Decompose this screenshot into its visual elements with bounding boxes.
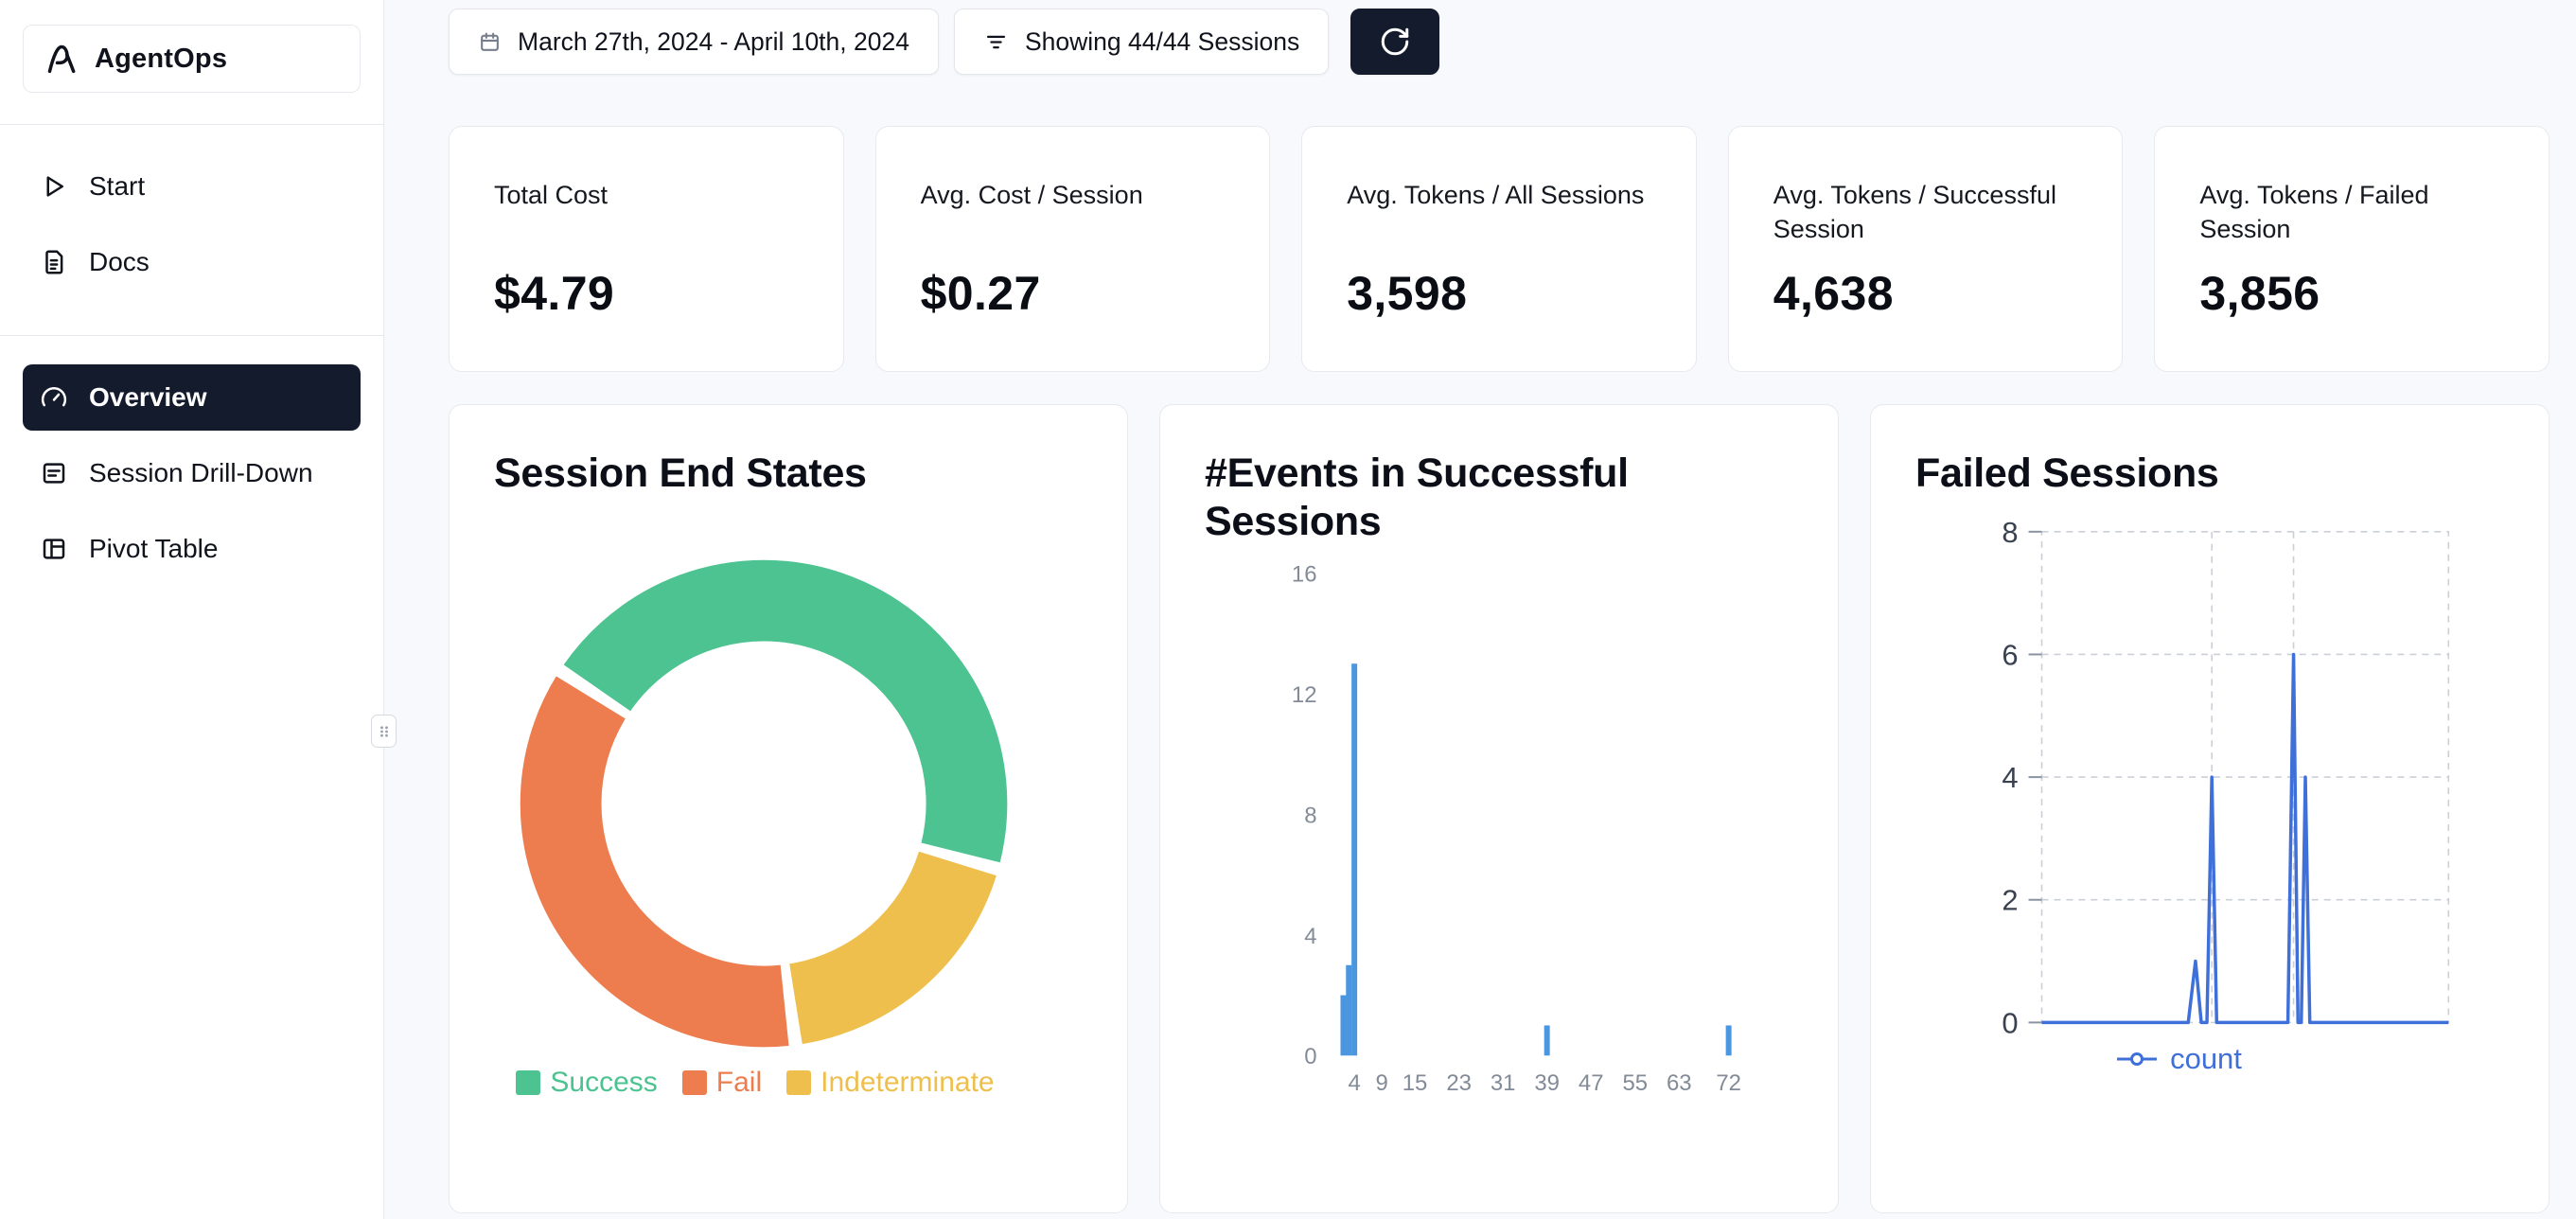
date-range-button[interactable]: March 27th, 2024 - April 10th, 2024 bbox=[449, 9, 939, 75]
sidebar-item-label: Docs bbox=[89, 247, 150, 276]
refresh-button[interactable] bbox=[1350, 9, 1440, 75]
svg-text:72: 72 bbox=[1716, 1070, 1741, 1096]
failed-sessions-card: Failed Sessions 0 2 4 6 8 count bbox=[1870, 404, 2550, 1213]
stat-label: Total Cost bbox=[494, 181, 609, 209]
sidebar-resize-handle[interactable] bbox=[371, 715, 397, 748]
sessions-filter-label: Showing 44/44 Sessions bbox=[1024, 26, 1300, 56]
events-histogram-card: #Events in Successful Sessions 0 4 8 12 16 4 9… bbox=[1159, 404, 1839, 1213]
topbar: March 27th, 2024 - April 10th, 2024 Show… bbox=[449, 9, 2550, 75]
sidebar-item-docs[interactable]: Docs bbox=[23, 229, 361, 295]
legend-swatch-icon bbox=[786, 1070, 812, 1095]
stat-card-avg-tokens-all: Avg. Tokens / All Sessions 3,598 bbox=[1301, 126, 1697, 372]
svg-text:2: 2 bbox=[2002, 884, 2018, 917]
session-end-states-donut-chart bbox=[520, 559, 1008, 1048]
stat-card-avg-tokens-successful: Avg. Tokens / Successful Session 4,638 bbox=[1727, 126, 2124, 372]
sessions-filter-button[interactable]: Showing 44/44 Sessions bbox=[953, 9, 1330, 75]
sidebar-item-label: Start bbox=[89, 171, 146, 201]
stat-value: 3,598 bbox=[1347, 267, 1468, 320]
svg-text:55: 55 bbox=[1622, 1070, 1648, 1096]
calendar-icon bbox=[481, 32, 499, 51]
svg-text:15: 15 bbox=[1403, 1070, 1428, 1096]
session-list-icon bbox=[43, 463, 65, 484]
stat-value: $4.79 bbox=[494, 267, 615, 320]
failed-sessions-line-chart: 0 2 4 6 8 bbox=[2002, 516, 2450, 1039]
svg-text:47: 47 bbox=[1579, 1070, 1604, 1096]
stat-label: Avg. Cost / Session bbox=[920, 181, 1143, 209]
sidebar-item-label: Overview bbox=[89, 382, 207, 412]
svg-text:0: 0 bbox=[2002, 1006, 2018, 1039]
gauge-icon bbox=[41, 387, 67, 407]
donut-legend-item[interactable]: Success bbox=[516, 1067, 658, 1099]
main-content: March 27th, 2024 - April 10th, 2024 Show… bbox=[384, 0, 2576, 1219]
refresh-icon bbox=[1381, 27, 1409, 56]
svg-text:39: 39 bbox=[1534, 1070, 1560, 1096]
count-legend-marker-icon bbox=[2117, 1052, 2158, 1066]
svg-text:23: 23 bbox=[1446, 1070, 1472, 1096]
stat-card-total-cost: Total Cost $4.79 bbox=[449, 126, 844, 372]
sidebar-item-overview[interactable]: Overview bbox=[23, 364, 361, 431]
stat-value: $0.27 bbox=[920, 267, 1041, 320]
svg-text:4: 4 bbox=[1304, 924, 1316, 949]
legend-swatch-icon bbox=[516, 1070, 541, 1095]
stat-label: Avg. Tokens / All Sessions bbox=[1347, 181, 1645, 209]
play-icon bbox=[46, 176, 63, 197]
docs-icon bbox=[45, 250, 63, 274]
count-legend[interactable]: count bbox=[1871, 1042, 2486, 1076]
logo-text: AgentOps bbox=[95, 43, 228, 74]
stat-value: 4,638 bbox=[1773, 267, 1894, 320]
donut-legend: Success Fail Indeterminate bbox=[450, 1066, 1061, 1100]
svg-text:16: 16 bbox=[1292, 562, 1317, 588]
svg-text:31: 31 bbox=[1491, 1070, 1516, 1096]
svg-text:12: 12 bbox=[1292, 682, 1317, 708]
stat-label: Avg. Tokens / Successful Session bbox=[1773, 181, 2056, 244]
legend-label: Fail bbox=[715, 1067, 763, 1098]
chart-title: Session End States bbox=[494, 450, 867, 496]
svg-text:4: 4 bbox=[2002, 761, 2018, 794]
chart-title: Failed Sessions bbox=[1915, 450, 2219, 496]
sidebar-item-label: Pivot Table bbox=[89, 534, 219, 563]
sidebar-item-start[interactable]: Start bbox=[23, 153, 361, 220]
svg-text:6: 6 bbox=[2002, 638, 2018, 671]
svg-text:0: 0 bbox=[1304, 1044, 1316, 1069]
sidebar-item-pivot-table[interactable]: Pivot Table bbox=[23, 516, 361, 582]
sidebar-divider bbox=[0, 335, 383, 336]
donut-legend-item[interactable]: Fail bbox=[681, 1067, 763, 1099]
charts-row: Session End States Success Fail Indetermin… bbox=[449, 404, 2550, 1213]
filter-icon bbox=[986, 35, 1006, 48]
stat-card-avg-cost-session: Avg. Cost / Session $0.27 bbox=[874, 126, 1271, 372]
legend-label: Success bbox=[550, 1067, 658, 1098]
sidebar: AgentOps Start Docs bbox=[0, 0, 397, 1219]
stat-value: 3,856 bbox=[2199, 267, 2320, 320]
chart-title: #Events in Successful Sessions bbox=[1205, 450, 1629, 544]
stat-label: Avg. Tokens / Failed Session bbox=[2199, 181, 2429, 244]
svg-text:9: 9 bbox=[1375, 1070, 1387, 1096]
legend-label: Indeterminate bbox=[820, 1067, 995, 1098]
sidebar-item-label: Session Drill-Down bbox=[89, 458, 313, 487]
stats-row: Total Cost $4.79 Avg. Cost / Session $0.… bbox=[449, 126, 2550, 372]
logo[interactable]: AgentOps bbox=[23, 25, 361, 93]
stat-card-avg-tokens-failed: Avg. Tokens / Failed Session 3,856 bbox=[2154, 126, 2550, 372]
legend-swatch-icon bbox=[681, 1070, 707, 1095]
drag-dots-icon bbox=[379, 725, 388, 737]
sidebar-nav-main: Overview Session Drill-Down Pivot Table bbox=[0, 364, 383, 582]
donut-legend-item[interactable]: Indeterminate bbox=[786, 1067, 995, 1099]
sidebar-item-session-drill-down[interactable]: Session Drill-Down bbox=[23, 440, 361, 506]
svg-text:4: 4 bbox=[1348, 1070, 1360, 1096]
svg-text:8: 8 bbox=[1304, 803, 1316, 828]
svg-text:8: 8 bbox=[2002, 516, 2018, 549]
svg-text:63: 63 bbox=[1667, 1070, 1692, 1096]
agentops-logo-icon bbox=[47, 44, 76, 74]
session-end-states-card: Session End States Success Fail Indetermin… bbox=[449, 404, 1128, 1213]
date-range-label: March 27th, 2024 - April 10th, 2024 bbox=[518, 26, 909, 56]
pivot-table-icon bbox=[43, 539, 65, 559]
sidebar-nav-top: Start Docs bbox=[0, 125, 383, 295]
sidebar-divider bbox=[0, 124, 383, 125]
count-legend-label: count bbox=[2170, 1042, 2242, 1075]
